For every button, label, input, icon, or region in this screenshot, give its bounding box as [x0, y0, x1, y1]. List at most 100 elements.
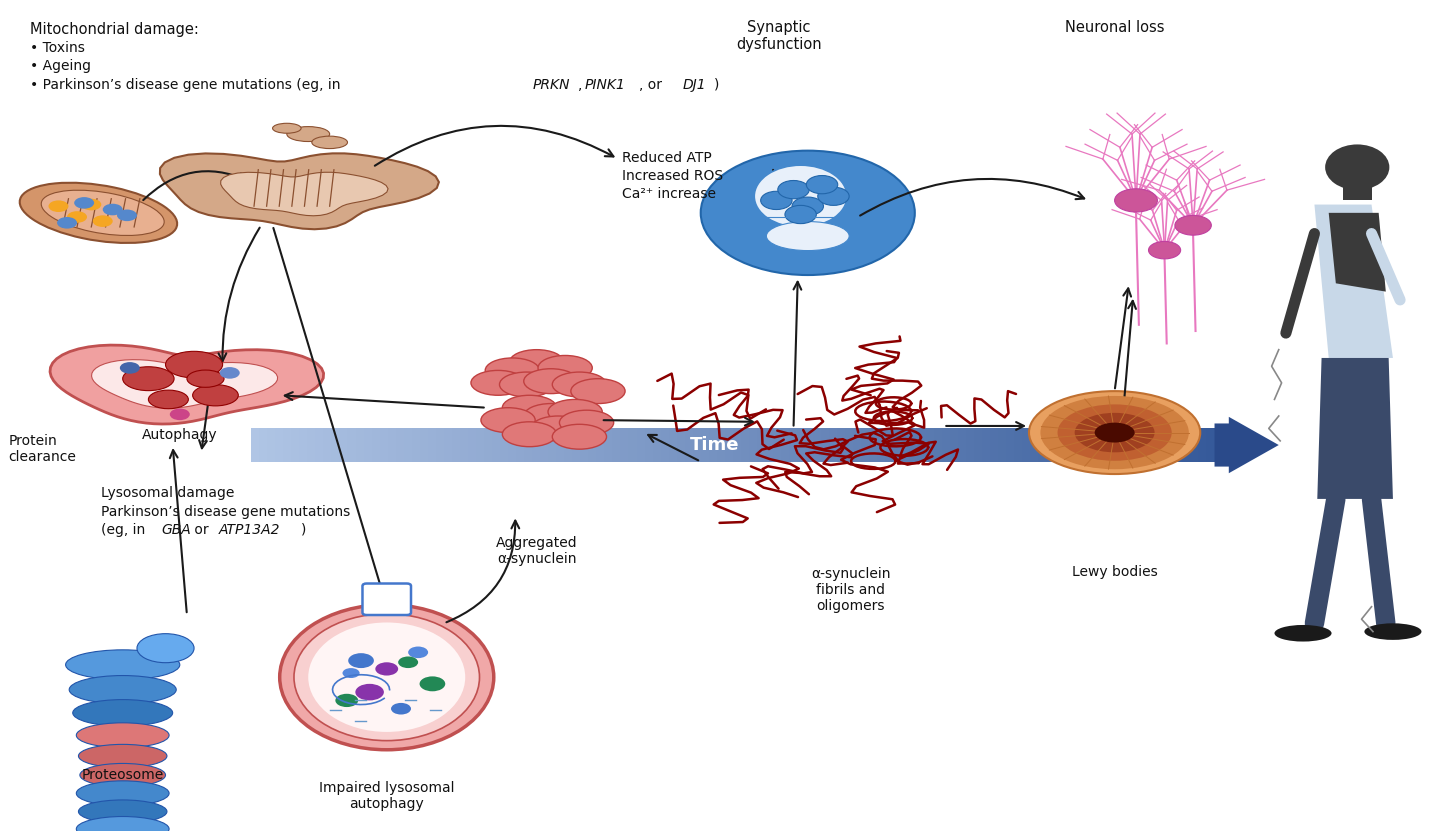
Bar — [845, 428, 855, 462]
Ellipse shape — [1148, 241, 1181, 259]
Ellipse shape — [149, 390, 189, 409]
Ellipse shape — [66, 650, 180, 680]
Bar — [356, 428, 365, 462]
Circle shape — [220, 367, 240, 379]
Bar — [1198, 428, 1208, 462]
Bar — [267, 428, 276, 462]
Ellipse shape — [1274, 625, 1331, 641]
Ellipse shape — [1114, 189, 1157, 212]
Bar — [516, 428, 526, 462]
Bar — [1158, 428, 1168, 462]
Circle shape — [57, 217, 77, 229]
Circle shape — [103, 204, 123, 215]
Bar — [1005, 428, 1015, 462]
Ellipse shape — [187, 370, 225, 388]
Text: Protein
clearance: Protein clearance — [9, 434, 76, 464]
Bar — [403, 428, 413, 462]
Bar — [628, 428, 638, 462]
Ellipse shape — [287, 126, 330, 141]
Bar — [307, 428, 317, 462]
Bar — [1134, 428, 1144, 462]
Bar — [1190, 428, 1200, 462]
Bar — [878, 428, 887, 462]
Ellipse shape — [20, 183, 177, 243]
Text: Ca²⁺ increase: Ca²⁺ increase — [622, 187, 716, 201]
Ellipse shape — [1041, 396, 1188, 469]
Bar — [339, 428, 349, 462]
Text: (eg, in: (eg, in — [102, 523, 150, 537]
Ellipse shape — [754, 166, 847, 227]
Bar — [869, 428, 879, 462]
Bar — [1118, 428, 1128, 462]
Bar — [596, 428, 606, 462]
Ellipse shape — [1094, 423, 1134, 443]
Circle shape — [398, 656, 418, 668]
Bar — [556, 428, 566, 462]
Bar — [958, 428, 967, 462]
Ellipse shape — [523, 369, 578, 394]
Ellipse shape — [280, 605, 493, 750]
Circle shape — [336, 694, 358, 707]
Bar — [1110, 428, 1120, 462]
Text: ): ) — [302, 523, 306, 537]
Text: or: or — [190, 523, 213, 537]
Bar — [259, 428, 269, 462]
Circle shape — [807, 176, 838, 194]
Text: α-synuclein
fibrils and
oligomers: α-synuclein fibrils and oligomers — [811, 567, 891, 613]
Ellipse shape — [79, 800, 167, 823]
Ellipse shape — [79, 745, 167, 768]
Text: PRKN: PRKN — [532, 77, 569, 92]
Ellipse shape — [193, 384, 239, 406]
Bar — [1167, 428, 1175, 462]
Ellipse shape — [502, 395, 556, 420]
Bar — [974, 428, 984, 462]
Bar — [774, 428, 782, 462]
Text: Mitochondrial damage:: Mitochondrial damage: — [30, 22, 199, 37]
Bar — [1045, 428, 1055, 462]
Ellipse shape — [137, 634, 194, 663]
Circle shape — [792, 197, 824, 215]
Text: Lysosomal damage: Lysosomal damage — [102, 487, 235, 501]
Bar — [612, 428, 622, 462]
Text: Lewy bodies: Lewy bodies — [1071, 565, 1157, 579]
Ellipse shape — [559, 410, 613, 435]
Bar — [701, 428, 711, 462]
Bar — [347, 428, 358, 462]
Bar — [1022, 428, 1031, 462]
Bar — [316, 428, 325, 462]
Ellipse shape — [76, 723, 169, 748]
Bar — [692, 428, 702, 462]
Bar — [821, 428, 831, 462]
Bar — [716, 428, 726, 462]
Bar — [275, 428, 285, 462]
Bar — [396, 428, 405, 462]
Bar — [982, 428, 991, 462]
Text: ): ) — [714, 77, 719, 92]
Bar — [460, 428, 469, 462]
Text: Time: Time — [691, 436, 739, 454]
Polygon shape — [1317, 358, 1393, 499]
Bar — [1150, 428, 1160, 462]
FancyBboxPatch shape — [362, 583, 410, 615]
Text: Neuronal loss: Neuronal loss — [1065, 20, 1164, 35]
Bar — [732, 428, 742, 462]
Bar — [548, 428, 558, 462]
Bar — [283, 428, 293, 462]
Ellipse shape — [1030, 391, 1200, 474]
Bar — [1094, 428, 1104, 462]
Circle shape — [82, 199, 102, 210]
Bar — [965, 428, 975, 462]
Circle shape — [117, 210, 137, 221]
Bar — [1054, 428, 1064, 462]
Ellipse shape — [1364, 623, 1421, 640]
Ellipse shape — [1058, 404, 1171, 461]
Bar — [941, 428, 951, 462]
Ellipse shape — [295, 614, 479, 740]
Ellipse shape — [538, 355, 592, 380]
Bar — [1038, 428, 1047, 462]
Bar — [1143, 428, 1151, 462]
Bar — [837, 428, 847, 462]
Bar — [323, 428, 333, 462]
Bar — [363, 428, 373, 462]
Bar — [452, 428, 462, 462]
